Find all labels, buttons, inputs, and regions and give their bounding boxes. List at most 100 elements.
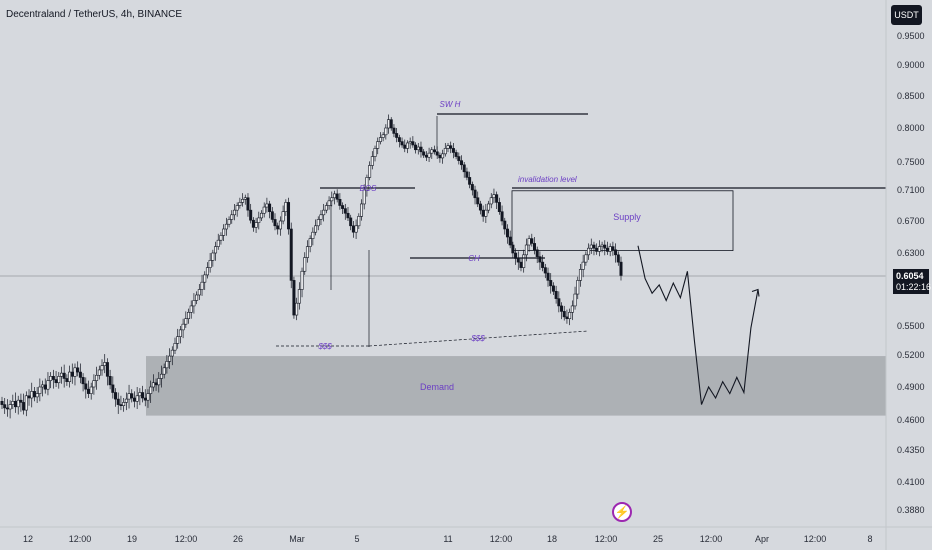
candle-body bbox=[454, 152, 458, 157]
time-axis-tick-label: Mar bbox=[289, 534, 305, 544]
candle-body bbox=[427, 152, 431, 158]
candle-body bbox=[338, 199, 342, 206]
candle-body bbox=[560, 305, 564, 312]
candle-body bbox=[492, 194, 496, 199]
candle-body bbox=[162, 367, 166, 375]
candle-body bbox=[619, 261, 623, 276]
candle-body bbox=[62, 372, 66, 379]
candle-body bbox=[370, 156, 374, 166]
candle-body bbox=[303, 257, 307, 272]
candle-body bbox=[246, 197, 250, 211]
candle-body bbox=[535, 249, 539, 257]
candle-body bbox=[300, 270, 304, 290]
candle-body bbox=[395, 133, 399, 138]
candle-body bbox=[438, 154, 442, 159]
candle-body bbox=[524, 244, 528, 256]
candle-body bbox=[57, 376, 61, 384]
lightning-bolt-icon[interactable]: ⚡ bbox=[612, 502, 632, 522]
candle-body bbox=[292, 280, 296, 316]
candle-body bbox=[122, 402, 126, 406]
candle-body bbox=[205, 267, 209, 276]
candle-body bbox=[184, 318, 188, 325]
candle-body bbox=[489, 197, 493, 205]
candle-body bbox=[276, 225, 280, 230]
candle-body bbox=[608, 246, 612, 252]
candle-body bbox=[541, 261, 545, 268]
candle-body bbox=[381, 134, 385, 138]
price-axis-tick-label: 0.8000 bbox=[897, 123, 925, 133]
candle-body bbox=[319, 214, 323, 220]
price-axis-tick-label: 0.6300 bbox=[897, 248, 925, 258]
time-axis-tick-label: 12:00 bbox=[804, 534, 827, 544]
candle-body bbox=[311, 231, 315, 239]
candle-body bbox=[443, 148, 447, 155]
candle-body bbox=[97, 369, 101, 376]
candle-body bbox=[495, 194, 499, 203]
candle-body bbox=[422, 151, 426, 156]
candle-body bbox=[473, 189, 477, 199]
price-axis-tick-label: 0.4100 bbox=[897, 477, 925, 487]
candle-body bbox=[430, 149, 434, 154]
candle-body bbox=[589, 244, 593, 249]
currency-selector-button[interactable]: USDT bbox=[891, 5, 922, 25]
price-axis-tick-label: 0.8500 bbox=[897, 91, 925, 101]
candle-body bbox=[465, 171, 469, 178]
candle-body bbox=[405, 142, 409, 149]
time-axis-tick-label: Apr bbox=[755, 534, 769, 544]
candle-body bbox=[343, 208, 347, 214]
candle-body bbox=[8, 404, 12, 410]
liquidity-label: $$$ bbox=[317, 342, 332, 351]
candle-body bbox=[287, 202, 291, 230]
price-axis-tick-label: 0.6700 bbox=[897, 216, 925, 226]
candle-body bbox=[3, 404, 7, 409]
candle-body bbox=[254, 222, 258, 228]
candle-body bbox=[565, 316, 569, 319]
candle-body bbox=[505, 228, 509, 238]
candle-body bbox=[508, 236, 512, 246]
candle-body bbox=[165, 361, 169, 369]
candle-body bbox=[460, 160, 464, 166]
candle-body bbox=[59, 372, 63, 377]
candle-body bbox=[14, 400, 18, 408]
candle-body bbox=[27, 395, 31, 399]
candle-body bbox=[557, 298, 561, 307]
candle-body bbox=[587, 247, 591, 256]
candle-body bbox=[511, 244, 515, 254]
candle-body bbox=[573, 293, 577, 307]
candle-body bbox=[78, 371, 82, 378]
candle-body bbox=[46, 380, 50, 390]
candle-body bbox=[219, 235, 223, 241]
candle-body bbox=[605, 247, 609, 252]
candle-body bbox=[259, 212, 263, 219]
candle-body bbox=[84, 383, 88, 390]
candle-body bbox=[611, 246, 615, 251]
candle-body bbox=[22, 402, 26, 411]
candle-body bbox=[484, 209, 488, 217]
candle-body bbox=[76, 367, 80, 373]
last-price-tag: 0.6054 01:22:16 bbox=[893, 269, 931, 294]
candle-body bbox=[24, 395, 28, 411]
candle-body bbox=[73, 367, 77, 377]
candle-body bbox=[349, 217, 353, 227]
candle-body bbox=[446, 145, 450, 149]
candle-body bbox=[341, 205, 345, 209]
candle-body bbox=[314, 225, 318, 233]
candle-body bbox=[35, 393, 39, 398]
candle-body bbox=[616, 254, 620, 263]
time-axis-tick-label: 12:00 bbox=[700, 534, 723, 544]
candle-body bbox=[168, 355, 172, 362]
candle-body bbox=[305, 246, 309, 258]
candle-body bbox=[222, 228, 226, 236]
price-axis-tick-label: 0.9500 bbox=[897, 31, 925, 41]
candle-body bbox=[457, 156, 461, 161]
candle-body bbox=[470, 184, 474, 191]
candle-body bbox=[119, 404, 123, 407]
price-axis-tick-label: 0.3880 bbox=[897, 505, 925, 515]
candle-body bbox=[538, 256, 542, 263]
candle-body bbox=[173, 343, 177, 351]
candle-body bbox=[208, 259, 212, 268]
candle-body bbox=[451, 148, 455, 153]
candle-body bbox=[189, 305, 193, 313]
